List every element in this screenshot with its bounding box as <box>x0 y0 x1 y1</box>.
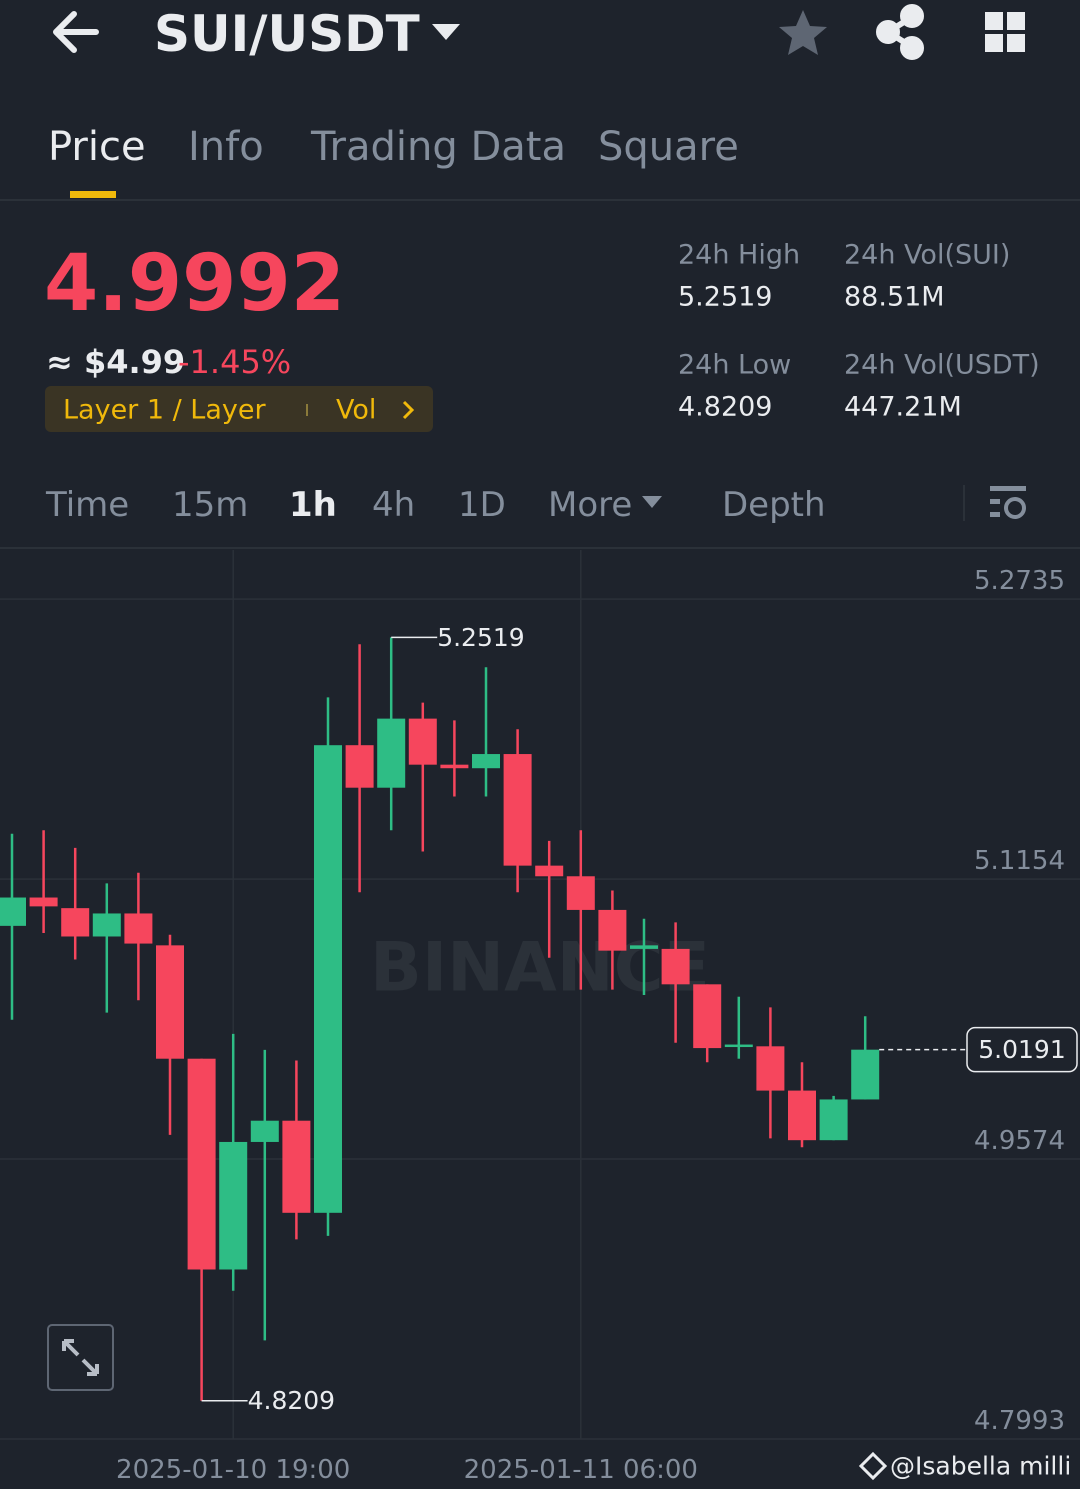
candle-body <box>314 745 342 1213</box>
sector-tag[interactable]: Layer 1 / Layer <box>63 395 266 426</box>
high-label: 5.2519 <box>437 623 524 652</box>
candle-body <box>851 1049 880 1100</box>
binance-logo <box>858 1451 888 1481</box>
candle-body <box>535 865 564 877</box>
tab[interactable]: Info <box>188 124 264 170</box>
timeframe[interactable]: Time <box>45 485 129 525</box>
candle-body <box>693 984 722 1049</box>
timeframe[interactable]: 1h <box>289 485 337 525</box>
back-button[interactable] <box>53 11 99 53</box>
candle-body <box>29 897 58 907</box>
tag-chevron <box>402 400 415 420</box>
candle-body <box>503 754 532 866</box>
timeframe[interactable]: 4h <box>372 485 415 525</box>
low-label: 4.8209 <box>248 1386 335 1415</box>
vol-tag[interactable]: Vol <box>336 395 376 426</box>
candle-body <box>472 754 500 769</box>
candle-body <box>61 908 90 937</box>
stat-label: 24h Vol(SUI) <box>844 240 1010 271</box>
timeframe[interactable]: Depth <box>722 485 826 525</box>
stat-value: 5.2519 <box>678 282 772 313</box>
timeframe[interactable]: More <box>548 485 632 525</box>
stat-label: 24h High <box>678 240 800 271</box>
candle-body <box>250 1120 279 1142</box>
tab[interactable]: Price <box>48 124 146 170</box>
price-change: -1.45% <box>178 343 291 381</box>
tab[interactable]: Trading Data <box>310 124 566 170</box>
tab[interactable]: Square <box>598 124 739 170</box>
tab-indicator <box>70 191 116 198</box>
y-tick-label: 5.1154 <box>974 846 1065 876</box>
menu-icon[interactable] <box>985 12 1025 52</box>
candle-body <box>630 945 658 949</box>
expand-button[interactable] <box>47 1324 114 1391</box>
candle-body <box>345 745 374 788</box>
candle-body <box>124 913 153 944</box>
candle-body <box>187 1058 216 1270</box>
stat-value: 88.51M <box>844 282 945 313</box>
more-dropdown[interactable] <box>642 496 662 508</box>
stat-label: 24h Vol(USDT) <box>844 350 1040 381</box>
x-tick-label: 2025-01-10 19:00 <box>116 1455 350 1485</box>
candle-body <box>156 945 184 1059</box>
last-price-box <box>966 1026 1078 1073</box>
tag-box[interactable] <box>45 386 433 432</box>
timeframe[interactable]: 15m <box>172 485 248 525</box>
candle-body <box>377 718 406 788</box>
candlestick-chart: 4.7993 4.9574 5.1154 5.2735 2025-01-10 19:00… <box>0 550 1080 1485</box>
stat-label: 24h Low <box>678 350 791 381</box>
pair-title[interactable]: SUI/USDT <box>154 5 420 63</box>
last-price-label: 5.0191 <box>978 1035 1065 1064</box>
expand-icon <box>62 1339 99 1376</box>
stat-value: 447.21M <box>844 392 962 423</box>
candle-body <box>724 1044 753 1048</box>
candle-body <box>598 909 627 951</box>
candle-body <box>440 764 469 769</box>
candle-body <box>219 1141 248 1270</box>
y-tick-label: 4.9574 <box>974 1126 1065 1156</box>
stat-value: 4.8209 <box>678 392 772 423</box>
candle-body <box>819 1099 848 1141</box>
candle-body <box>788 1090 816 1141</box>
share-icon[interactable] <box>876 4 924 60</box>
pair-dropdown[interactable] <box>432 24 460 40</box>
y-tick-label: 4.7993 <box>974 1406 1065 1436</box>
candle-body <box>408 718 437 765</box>
timeframe[interactable]: 1D <box>458 485 506 525</box>
chart-watermark: BINANCE <box>370 929 710 1008</box>
x-tick-label: 2025-01-11 06:00 <box>464 1455 698 1485</box>
favorite-icon[interactable] <box>779 10 827 55</box>
approx-price: ≈ $4.99 <box>46 343 185 381</box>
user-watermark: @Isabella milli <box>890 1452 1071 1481</box>
candle-body <box>92 913 121 937</box>
candle-body <box>566 876 595 910</box>
y-tick-label: 5.2735 <box>974 566 1065 596</box>
candle-body <box>661 948 690 985</box>
candle-body <box>756 1046 785 1091</box>
chart-settings-icon[interactable] <box>990 486 1026 519</box>
candle-body <box>0 897 26 926</box>
candle-body <box>282 1120 311 1213</box>
last-price: 4.9992 <box>44 239 345 329</box>
